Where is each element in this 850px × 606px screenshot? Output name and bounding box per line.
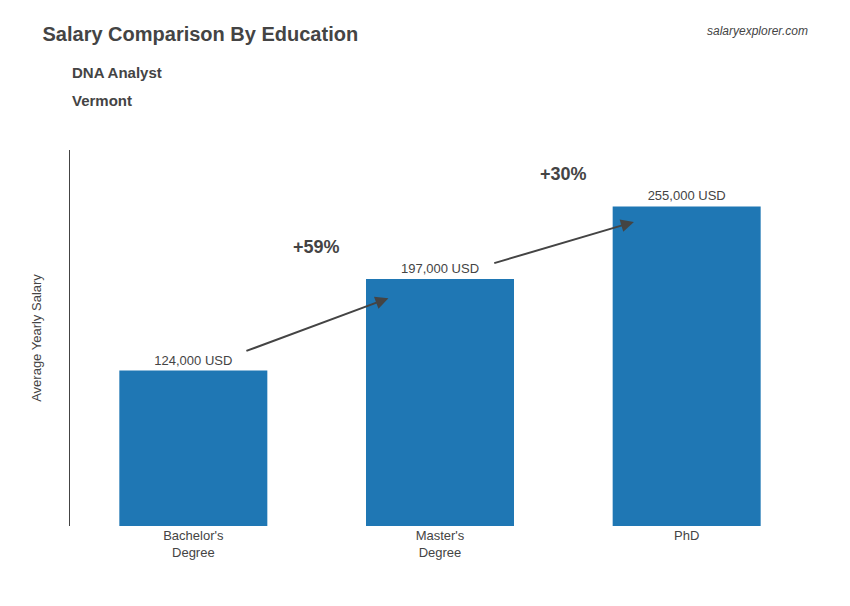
svg-text:Bachelor'sDegree: Bachelor'sDegree	[163, 528, 224, 560]
svg-text:+30%: +30%	[540, 164, 587, 184]
svg-text:+59%: +59%	[293, 237, 340, 257]
svg-text:255,000 USD: 255,000 USD	[648, 188, 726, 203]
svg-text:Master'sDegree: Master'sDegree	[416, 528, 465, 560]
svg-text:Average Yearly Salary: Average Yearly Salary	[29, 274, 44, 402]
svg-text:Vermont: Vermont	[72, 92, 132, 109]
svg-text:DNA Analyst: DNA Analyst	[72, 64, 162, 81]
svg-text:Salary Comparison By Education: Salary Comparison By Education	[43, 23, 359, 45]
svg-text:197,000 USD: 197,000 USD	[401, 261, 479, 276]
svg-text:124,000 USD: 124,000 USD	[154, 353, 232, 368]
svg-text:salaryexplorer.com: salaryexplorer.com	[707, 24, 808, 38]
svg-text:PhD: PhD	[674, 528, 699, 543]
